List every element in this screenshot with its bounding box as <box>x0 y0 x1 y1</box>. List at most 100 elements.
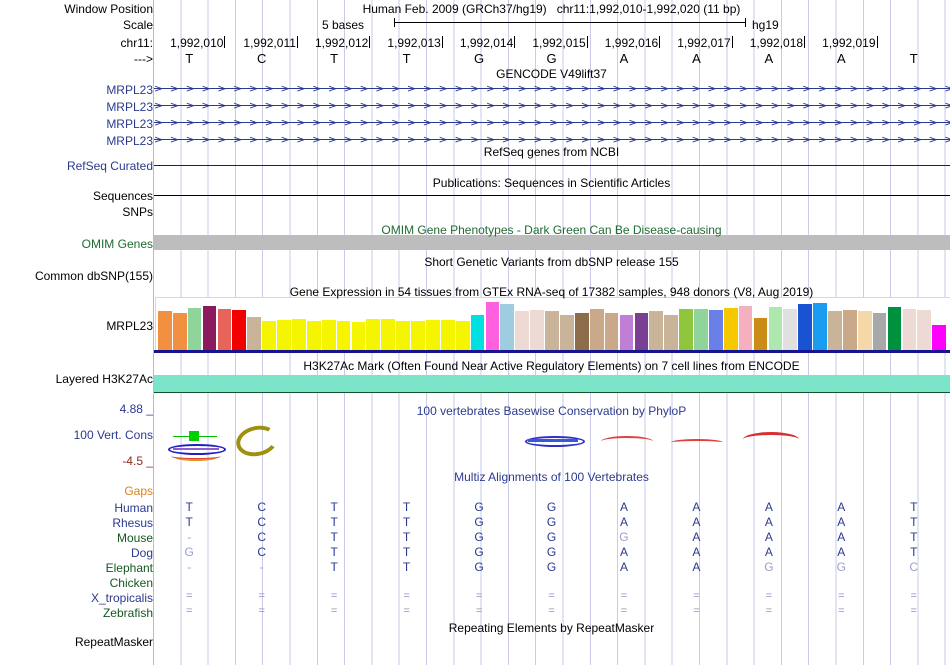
gtex-tissue-bar[interactable] <box>813 303 827 351</box>
ruler-tick-label: 1,992,014 <box>459 36 514 50</box>
gtex-tissue-bar[interactable] <box>381 319 396 351</box>
gtex-tissue-bar[interactable] <box>247 317 262 351</box>
omim-genes-label[interactable]: OMIM Genes <box>81 237 153 251</box>
gtex-tissue-bar[interactable] <box>679 309 693 351</box>
gtex-tissue-bar[interactable] <box>589 309 604 351</box>
gtex-tissue-bar[interactable] <box>738 306 753 351</box>
alignment-base-elephant: A <box>692 560 701 574</box>
gtex-tissue-bar[interactable] <box>842 310 857 351</box>
alignment-gap-marker: = <box>186 590 193 602</box>
gtex-tissue-bar[interactable] <box>664 315 678 351</box>
gtex-tissue-bar[interactable] <box>768 307 783 351</box>
gtex-tissue-bar[interactable] <box>396 321 410 351</box>
gtex-tissue-bar[interactable] <box>485 302 500 351</box>
species-label-rhesus[interactable]: Rhesus <box>112 516 153 530</box>
gtex-tissue-bar[interactable] <box>455 321 470 351</box>
gtex-tissue-bar[interactable] <box>515 311 530 351</box>
species-label-x-tropicalis[interactable]: X_tropicalis <box>90 591 153 605</box>
base-letter: T <box>330 51 339 66</box>
gtex-tissue-bar[interactable] <box>902 309 917 351</box>
snps-label[interactable]: SNPs <box>122 205 153 219</box>
repeatmasker-label[interactable]: RepeatMasker <box>74 635 153 649</box>
gtex-tissue-bar[interactable] <box>574 313 589 351</box>
gtex-tissue-bar[interactable] <box>753 318 768 351</box>
gtex-tissue-bar[interactable] <box>172 313 187 351</box>
base-letter: C <box>256 51 267 66</box>
species-label-human[interactable]: Human <box>114 501 153 515</box>
gtex-tissue-bar[interactable] <box>872 313 887 351</box>
gtex-tissue-bar[interactable] <box>158 311 172 351</box>
h3k27ac-label[interactable]: Layered H3K27Ac <box>55 372 153 386</box>
gtex-tissue-bar[interactable] <box>440 320 455 351</box>
base-letter: G <box>546 51 557 66</box>
gtex-gene-label[interactable]: MRPL23 <box>106 319 153 333</box>
gtex-tissue-bar[interactable] <box>545 311 559 351</box>
gencode-transcript-row-0[interactable]: > > > > > > > > > > > > > > > > > > > > … <box>153 83 950 94</box>
gtex-tissue-bar[interactable] <box>634 313 649 351</box>
species-label-zebrafish[interactable]: Zebrafish <box>102 606 153 620</box>
gtex-tissue-bar[interactable] <box>649 311 664 351</box>
gencode-row-label-2[interactable]: MRPL23 <box>106 117 153 131</box>
species-label-elephant[interactable]: Elephant <box>105 561 153 575</box>
alignment-base-mouse: C <box>257 530 266 544</box>
common-dbsnp-label[interactable]: Common dbSNP(155) <box>34 269 153 283</box>
alignment-gap-marker: = <box>258 605 265 617</box>
refseq-label[interactable]: RefSeq Curated <box>66 159 153 173</box>
gtex-tissue-bar[interactable] <box>336 321 351 351</box>
gtex-tissue-bar[interactable] <box>321 320 336 351</box>
alignment-base-human: C <box>257 500 266 514</box>
gtex-tissue-bar[interactable] <box>366 319 381 351</box>
cons-feature-purple-line <box>173 448 219 450</box>
gtex-tissue-bar[interactable] <box>262 321 276 351</box>
gtex-tissue-bar[interactable] <box>932 325 947 351</box>
gaps-label[interactable]: Gaps <box>124 484 153 498</box>
alignment-base-dog: G <box>184 545 194 559</box>
refseq-center-label: RefSeq genes from NCBI <box>483 145 620 159</box>
gtex-tissue-bar[interactable] <box>560 315 574 351</box>
chrom-label: chr11: <box>120 36 153 50</box>
conservation-label[interactable]: 100 Vert. Cons <box>73 428 153 442</box>
phylop-conservation-plot[interactable] <box>153 400 950 462</box>
gtex-tissue-bar[interactable] <box>857 311 872 351</box>
h3k27ac-signal-block[interactable] <box>153 375 950 393</box>
gtex-tissue-bar[interactable] <box>217 309 232 351</box>
gtex-tissue-bar[interactable] <box>798 304 812 351</box>
gtex-expression-chart[interactable] <box>155 297 950 352</box>
gencode-transcript-row-2[interactable]: > > > > > > > > > > > > > > > > > > > > … <box>153 117 950 128</box>
gtex-tissue-bar[interactable] <box>783 309 798 351</box>
gtex-tissue-bar[interactable] <box>411 321 425 351</box>
gtex-tissue-bar[interactable] <box>232 310 247 351</box>
alignment-base-dog: G <box>546 545 557 559</box>
gtex-tissue-bar[interactable] <box>470 315 485 351</box>
gtex-tissue-bar[interactable] <box>828 311 842 351</box>
sequences-label[interactable]: Sequences <box>92 189 153 203</box>
species-label-chicken[interactable]: Chicken <box>109 576 153 590</box>
gencode-transcript-row-1[interactable]: > > > > > > > > > > > > > > > > > > > > … <box>153 100 950 111</box>
gtex-tissue-bar[interactable] <box>604 313 619 351</box>
gtex-tissue-bar[interactable] <box>917 310 932 351</box>
gtex-tissue-bar[interactable] <box>202 306 217 351</box>
gtex-tissue-bar[interactable] <box>292 319 306 351</box>
gtex-tissue-bar[interactable] <box>426 320 440 351</box>
gtex-tissue-bar[interactable] <box>723 308 738 351</box>
gtex-tissue-bar[interactable] <box>619 315 634 351</box>
gtex-tissue-bar[interactable] <box>708 310 723 351</box>
gtex-tissue-bar[interactable] <box>351 322 366 351</box>
gtex-tissue-bar[interactable] <box>187 308 202 351</box>
gtex-tissue-bar[interactable] <box>277 320 291 351</box>
gencode-row-label-3[interactable]: MRPL23 <box>106 134 153 148</box>
gencode-arrows: > > > > > > > > > > > > > > > > > > > > … <box>154 100 950 111</box>
gtex-tissue-bar[interactable] <box>306 321 321 351</box>
species-label-mouse[interactable]: Mouse <box>116 531 153 545</box>
species-label-dog[interactable]: Dog <box>130 546 153 560</box>
gtex-tissue-bar[interactable] <box>694 309 708 351</box>
omim-gene-bar[interactable] <box>153 235 950 250</box>
base-letter: A <box>619 51 629 66</box>
gtex-tissue-bar[interactable] <box>887 307 902 351</box>
gtex-tissue-bar[interactable] <box>530 310 544 351</box>
gencode-transcript-row-3[interactable]: > > > > > > > > > > > > > > > > > > > > … <box>153 134 950 145</box>
gencode-row-label-0[interactable]: MRPL23 <box>106 83 153 97</box>
cons-feature-olive-c <box>233 421 281 461</box>
gtex-tissue-bar[interactable] <box>500 304 515 351</box>
gencode-row-label-1[interactable]: MRPL23 <box>106 100 153 114</box>
